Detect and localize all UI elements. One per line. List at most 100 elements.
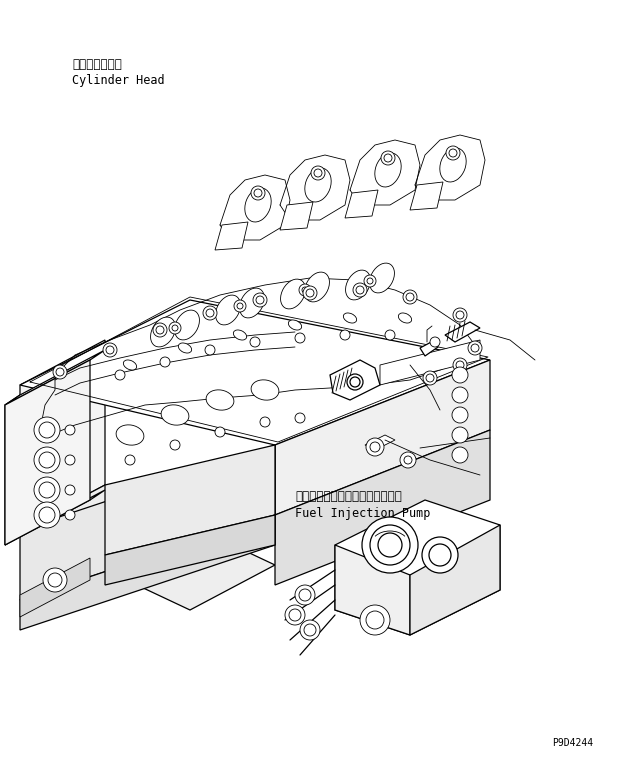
Circle shape xyxy=(347,374,363,390)
Ellipse shape xyxy=(305,168,331,202)
Circle shape xyxy=(429,544,451,566)
Circle shape xyxy=(205,345,215,355)
Circle shape xyxy=(456,361,464,369)
Polygon shape xyxy=(105,515,275,585)
Text: フェエルインジェクションポンプ: フェエルインジェクションポンプ xyxy=(295,490,402,503)
Ellipse shape xyxy=(305,272,330,302)
Ellipse shape xyxy=(116,425,144,445)
Circle shape xyxy=(295,413,305,423)
Polygon shape xyxy=(420,340,438,356)
Circle shape xyxy=(430,337,440,347)
Polygon shape xyxy=(280,202,313,230)
Polygon shape xyxy=(365,435,395,450)
Ellipse shape xyxy=(245,188,271,222)
Circle shape xyxy=(366,438,384,456)
Circle shape xyxy=(237,303,243,309)
Ellipse shape xyxy=(288,320,302,330)
Circle shape xyxy=(311,166,325,180)
Ellipse shape xyxy=(440,148,466,182)
Circle shape xyxy=(125,455,135,465)
Polygon shape xyxy=(410,182,443,210)
Circle shape xyxy=(400,452,416,468)
Circle shape xyxy=(381,151,395,165)
Circle shape xyxy=(289,609,301,621)
Circle shape xyxy=(65,455,75,465)
Circle shape xyxy=(353,283,367,297)
Circle shape xyxy=(452,427,468,443)
Circle shape xyxy=(160,357,170,367)
Ellipse shape xyxy=(281,279,305,309)
Circle shape xyxy=(449,149,457,157)
Circle shape xyxy=(34,447,60,473)
Circle shape xyxy=(169,322,181,334)
Circle shape xyxy=(360,605,390,635)
Circle shape xyxy=(53,365,67,379)
Polygon shape xyxy=(335,545,410,635)
Circle shape xyxy=(251,186,265,200)
Ellipse shape xyxy=(239,288,264,318)
Polygon shape xyxy=(5,360,90,545)
Circle shape xyxy=(426,374,434,382)
Ellipse shape xyxy=(251,380,279,400)
Circle shape xyxy=(453,358,467,372)
Circle shape xyxy=(356,286,364,294)
Circle shape xyxy=(385,330,395,340)
Circle shape xyxy=(153,323,167,337)
Polygon shape xyxy=(335,500,500,635)
Circle shape xyxy=(404,456,412,464)
Text: Cylinder Head: Cylinder Head xyxy=(72,74,164,87)
Circle shape xyxy=(367,278,373,284)
Circle shape xyxy=(302,287,308,293)
Circle shape xyxy=(299,284,311,296)
Polygon shape xyxy=(445,322,480,342)
Circle shape xyxy=(250,337,260,347)
Circle shape xyxy=(384,154,392,162)
Circle shape xyxy=(422,537,458,573)
Circle shape xyxy=(300,620,320,640)
Circle shape xyxy=(65,510,75,520)
Polygon shape xyxy=(20,340,105,530)
Circle shape xyxy=(34,502,60,528)
Circle shape xyxy=(366,611,384,629)
Circle shape xyxy=(295,333,305,343)
Circle shape xyxy=(234,300,246,312)
Circle shape xyxy=(34,417,60,443)
Ellipse shape xyxy=(375,153,401,187)
Circle shape xyxy=(350,377,360,387)
Circle shape xyxy=(34,477,60,503)
Ellipse shape xyxy=(345,270,370,300)
Polygon shape xyxy=(380,340,480,385)
Circle shape xyxy=(39,482,55,498)
Ellipse shape xyxy=(215,295,241,325)
Circle shape xyxy=(56,368,64,376)
Polygon shape xyxy=(20,485,275,610)
Polygon shape xyxy=(275,360,490,515)
Circle shape xyxy=(48,573,62,587)
Circle shape xyxy=(314,169,322,177)
Circle shape xyxy=(452,387,468,403)
Circle shape xyxy=(299,589,311,601)
Ellipse shape xyxy=(161,405,189,425)
Circle shape xyxy=(115,370,125,380)
Circle shape xyxy=(340,330,350,340)
Circle shape xyxy=(306,289,314,297)
Circle shape xyxy=(39,422,55,438)
Ellipse shape xyxy=(150,317,175,347)
Circle shape xyxy=(303,286,317,300)
Circle shape xyxy=(370,525,410,565)
Polygon shape xyxy=(105,445,275,555)
Circle shape xyxy=(295,585,315,605)
Circle shape xyxy=(172,325,178,331)
Circle shape xyxy=(254,189,262,197)
Circle shape xyxy=(43,568,67,592)
Text: P9D4244: P9D4244 xyxy=(552,738,593,748)
Ellipse shape xyxy=(123,360,137,370)
Circle shape xyxy=(215,427,225,437)
Circle shape xyxy=(256,296,264,304)
Polygon shape xyxy=(5,350,105,405)
Polygon shape xyxy=(5,395,20,545)
Circle shape xyxy=(452,367,468,383)
Polygon shape xyxy=(215,222,248,250)
Circle shape xyxy=(453,308,467,322)
Polygon shape xyxy=(20,445,275,600)
